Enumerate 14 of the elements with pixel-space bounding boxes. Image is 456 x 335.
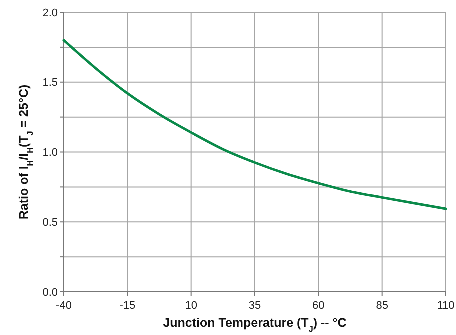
y-tick-label: 1.5: [42, 77, 58, 90]
x-tick-label: -40: [56, 300, 72, 312]
x-tick-label: 60: [312, 300, 325, 312]
y-tick-label: 1.0: [42, 147, 58, 160]
y-tick-label: 2.0: [42, 7, 58, 20]
line-series: [62, 39, 448, 210]
x-tick-label: 10: [185, 300, 198, 312]
y-tick-label: 0.5: [42, 216, 58, 229]
y-tick-label: 0.0: [42, 286, 58, 299]
x-tick-label: -15: [120, 300, 136, 312]
x-tick-label: 35: [248, 300, 262, 312]
x-axis-title: Junction Temperature (T$_{J}$) -- °C: [163, 316, 347, 334]
x-tick-label: 110: [437, 300, 455, 312]
x-tick-label: 85: [376, 300, 388, 312]
